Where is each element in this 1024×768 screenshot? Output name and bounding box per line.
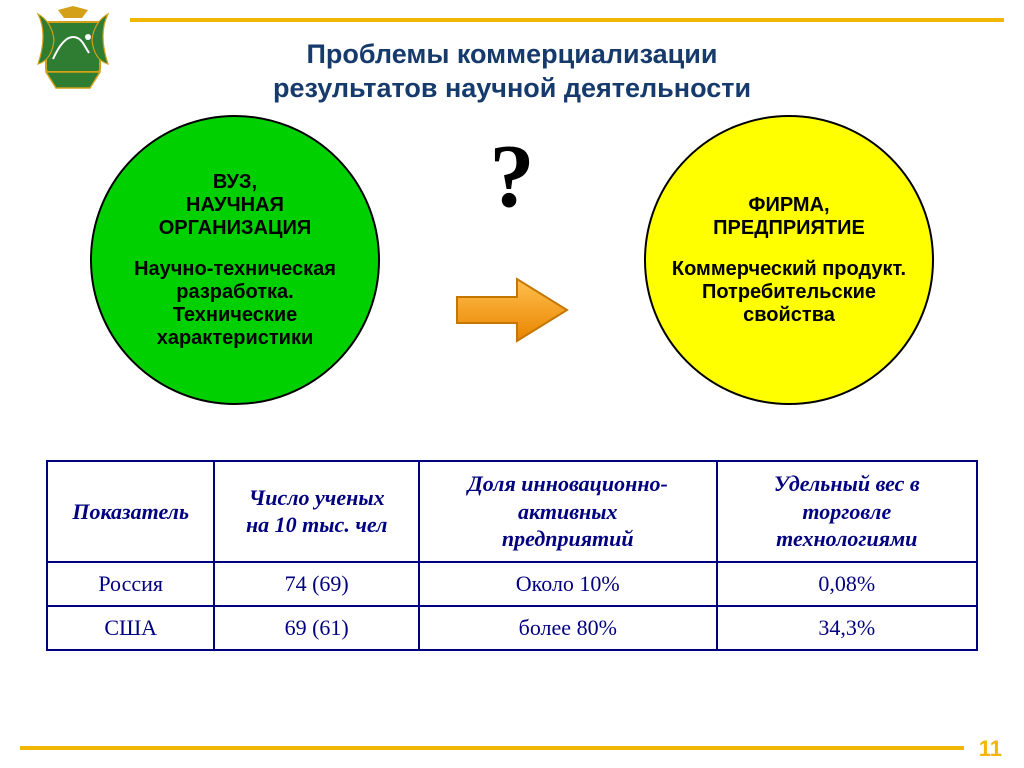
bubble-left-head: ВУЗ,НАУЧНАЯОРГАНИЗАЦИЯ — [159, 171, 312, 240]
bubble-right-head: ФИРМА,ПРЕДПРИЯТИЕ — [713, 194, 865, 240]
table-row: США69 (61)более 80%34,3% — [47, 606, 977, 650]
diagram-area: ВУЗ,НАУЧНАЯОРГАНИЗАЦИЯ Научно-техническа… — [0, 115, 1024, 445]
table-header-cell: Число ученыхна 10 тыс. чел — [214, 461, 419, 562]
table-header-cell: Удельный вес вторговлетехнологиями — [717, 461, 977, 562]
table-cell: США — [47, 606, 214, 650]
table-header-cell: Показатель — [47, 461, 214, 562]
table-cell: более 80% — [419, 606, 717, 650]
table-body: Россия74 (69)Около 10%0,08%США69 (61)бол… — [47, 562, 977, 650]
bubble-firm: ФИРМА,ПРЕДПРИЯТИЕ Коммерческий продукт.П… — [644, 115, 934, 405]
table-cell: 69 (61) — [214, 606, 419, 650]
bubble-university: ВУЗ,НАУЧНАЯОРГАНИЗАЦИЯ Научно-техническа… — [90, 115, 380, 405]
table-cell: 0,08% — [717, 562, 977, 606]
question-mark: ? — [490, 125, 535, 228]
page-number: 11 — [979, 736, 1002, 762]
slide-title: Проблемы коммерциализациирезультатов нау… — [0, 38, 1024, 106]
table-cell: 74 (69) — [214, 562, 419, 606]
title-line1: Проблемы коммерциализациирезультатов нау… — [273, 39, 751, 103]
table-cell: Около 10% — [419, 562, 717, 606]
bubble-left-sub: Научно-техническаяразработка.Технические… — [134, 258, 336, 350]
comparison-table: ПоказательЧисло ученыхна 10 тыс. челДоля… — [46, 460, 978, 651]
table-row: Россия74 (69)Около 10%0,08% — [47, 562, 977, 606]
table-cell: 34,3% — [717, 606, 977, 650]
top-rule — [130, 18, 1004, 22]
table-header-cell: Доля инновационно-активныхпредприятий — [419, 461, 717, 562]
bottom-rule — [20, 746, 964, 750]
table-cell: Россия — [47, 562, 214, 606]
table-header-row: ПоказательЧисло ученыхна 10 тыс. челДоля… — [47, 461, 977, 562]
arrow-icon — [452, 275, 572, 345]
bubble-right-sub: Коммерческий продукт.Потребительскиесвой… — [672, 258, 906, 327]
